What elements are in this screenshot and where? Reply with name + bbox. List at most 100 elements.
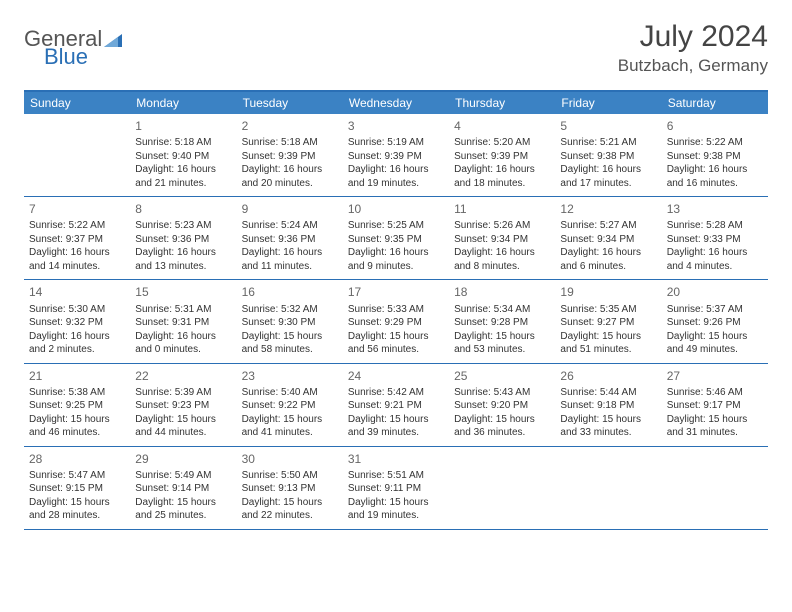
day-cell: 19Sunrise: 5:35 AMSunset: 9:27 PMDayligh… — [555, 280, 661, 362]
day-number: 17 — [348, 284, 444, 300]
sunrise-text: Sunrise: 5:37 AM — [667, 303, 763, 317]
day-label: Wednesday — [343, 92, 449, 114]
sunset-text: Sunset: 9:21 PM — [348, 399, 444, 413]
sunrise-text: Sunrise: 5:18 AM — [135, 136, 231, 150]
day-number: 29 — [135, 451, 231, 467]
sunrise-text: Sunrise: 5:22 AM — [667, 136, 763, 150]
daylight2-text: and 2 minutes. — [29, 343, 125, 357]
day-cell: 29Sunrise: 5:49 AMSunset: 9:14 PMDayligh… — [130, 447, 236, 529]
day-cell: 14Sunrise: 5:30 AMSunset: 9:32 PMDayligh… — [24, 280, 130, 362]
sunrise-text: Sunrise: 5:49 AM — [135, 469, 231, 483]
daylight2-text: and 31 minutes. — [667, 426, 763, 440]
day-number: 8 — [135, 201, 231, 217]
daylight1-text: Daylight: 16 hours — [135, 163, 231, 177]
day-number: 3 — [348, 118, 444, 134]
daylight1-text: Daylight: 15 hours — [667, 330, 763, 344]
daylight1-text: Daylight: 16 hours — [135, 330, 231, 344]
sunrise-text: Sunrise: 5:24 AM — [242, 219, 338, 233]
daylight2-text: and 44 minutes. — [135, 426, 231, 440]
day-number: 21 — [29, 368, 125, 384]
day-cell: 24Sunrise: 5:42 AMSunset: 9:21 PMDayligh… — [343, 364, 449, 446]
day-number: 31 — [348, 451, 444, 467]
sunrise-text: Sunrise: 5:33 AM — [348, 303, 444, 317]
daylight2-text: and 39 minutes. — [348, 426, 444, 440]
day-cell: 12 Sunrise: 5:27 AMSunset: 9:34 PMDayligh… — [555, 197, 661, 279]
sunrise-text: Sunrise: 5:39 AM — [135, 386, 231, 400]
sunrise-text: Sunrise: 5:40 AM — [242, 386, 338, 400]
sunset-text: Sunset: 9:32 PM — [29, 316, 125, 330]
day-cell: 17Sunrise: 5:33 AMSunset: 9:29 PMDayligh… — [343, 280, 449, 362]
sunset-text: Sunset: 9:33 PM — [667, 233, 763, 247]
daylight2-text: and 18 minutes. — [454, 177, 550, 191]
day-number: 24 — [348, 368, 444, 384]
day-number: 26 — [560, 368, 656, 384]
sunset-text: Sunset: 9:39 PM — [348, 150, 444, 164]
daylight2-text: and 17 minutes. — [560, 177, 656, 191]
day-cell: 11Sunrise: 5:26 AMSunset: 9:34 PMDayligh… — [449, 197, 555, 279]
daylight2-text: and 13 minutes. — [135, 260, 231, 274]
week-row: 21Sunrise: 5:38 AMSunset: 9:25 PMDayligh… — [24, 364, 768, 447]
sunset-text: Sunset: 9:38 PM — [667, 150, 763, 164]
daylight2-text: and 8 minutes. — [454, 260, 550, 274]
day-cell: 3Sunrise: 5:19 AMSunset: 9:39 PMDaylight… — [343, 114, 449, 196]
daylight1-text: Daylight: 15 hours — [242, 330, 338, 344]
day-cell: 18Sunrise: 5:34 AMSunset: 9:28 PMDayligh… — [449, 280, 555, 362]
month-title: July 2024 — [618, 20, 768, 54]
day-number: 14 — [29, 284, 125, 300]
day-cell: . — [555, 447, 661, 529]
daylight1-text: Daylight: 16 hours — [348, 246, 444, 260]
daylight1-text: Daylight: 16 hours — [348, 163, 444, 177]
day-cell: . — [449, 447, 555, 529]
sunset-text: Sunset: 9:23 PM — [135, 399, 231, 413]
day-label: Friday — [555, 92, 661, 114]
daylight1-text: Daylight: 15 hours — [454, 413, 550, 427]
sunset-text: Sunset: 9:30 PM — [242, 316, 338, 330]
daylight1-text: Daylight: 16 hours — [667, 163, 763, 177]
day-number: 12 — [560, 201, 656, 217]
daylight1-text: Daylight: 16 hours — [29, 246, 125, 260]
day-label: Monday — [130, 92, 236, 114]
sunset-text: Sunset: 9:34 PM — [560, 233, 656, 247]
daylight1-text: Daylight: 15 hours — [348, 496, 444, 510]
sunset-text: Sunset: 9:39 PM — [242, 150, 338, 164]
logo-triangle-icon — [104, 31, 122, 47]
daylight2-text: and 36 minutes. — [454, 426, 550, 440]
daylight2-text: and 19 minutes. — [348, 177, 444, 191]
day-cell: 31Sunrise: 5:51 AMSunset: 9:11 PMDayligh… — [343, 447, 449, 529]
daylight2-text: and 51 minutes. — [560, 343, 656, 357]
daylight2-text: and 4 minutes. — [667, 260, 763, 274]
daylight1-text: Daylight: 15 hours — [135, 496, 231, 510]
day-cell: 10Sunrise: 5:25 AMSunset: 9:35 PMDayligh… — [343, 197, 449, 279]
daylight1-text: Daylight: 16 hours — [242, 163, 338, 177]
sunset-text: Sunset: 9:26 PM — [667, 316, 763, 330]
day-cell: 30Sunrise: 5:50 AMSunset: 9:13 PMDayligh… — [237, 447, 343, 529]
daylight2-text: and 0 minutes. — [135, 343, 231, 357]
sunrise-text: Sunrise: 5:34 AM — [454, 303, 550, 317]
day-number: 23 — [242, 368, 338, 384]
day-number: 19 — [560, 284, 656, 300]
day-cell: 6Sunrise: 5:22 AMSunset: 9:38 PMDaylight… — [662, 114, 768, 196]
daylight2-text: and 19 minutes. — [348, 509, 444, 523]
daylight2-text: and 9 minutes. — [348, 260, 444, 274]
sunset-text: Sunset: 9:15 PM — [29, 482, 125, 496]
sunrise-text: Sunrise: 5:46 AM — [667, 386, 763, 400]
daylight1-text: Daylight: 16 hours — [29, 330, 125, 344]
sunrise-text: Sunrise: 5:42 AM — [348, 386, 444, 400]
daylight1-text: Daylight: 15 hours — [242, 496, 338, 510]
daylight1-text: Daylight: 15 hours — [560, 330, 656, 344]
day-cell: 9Sunrise: 5:24 AMSunset: 9:36 PMDaylight… — [237, 197, 343, 279]
sunset-text: Sunset: 9:36 PM — [135, 233, 231, 247]
sunrise-text: Sunrise: 5:43 AM — [454, 386, 550, 400]
day-number: 13 — [667, 201, 763, 217]
daylight2-text: and 28 minutes. — [29, 509, 125, 523]
sunrise-text: Sunrise: 5:31 AM — [135, 303, 231, 317]
sunset-text: Sunset: 9:38 PM — [560, 150, 656, 164]
sunrise-text: Sunrise: 5:27 AM — [560, 219, 656, 233]
week-row: .1Sunrise: 5:18 AMSunset: 9:40 PMDayligh… — [24, 114, 768, 197]
day-number: 27 — [667, 368, 763, 384]
day-cell: 8Sunrise: 5:23 AMSunset: 9:36 PMDaylight… — [130, 197, 236, 279]
daylight1-text: Daylight: 16 hours — [560, 246, 656, 260]
sunset-text: Sunset: 9:40 PM — [135, 150, 231, 164]
day-cell: . — [24, 114, 130, 196]
daylight2-text: and 58 minutes. — [242, 343, 338, 357]
